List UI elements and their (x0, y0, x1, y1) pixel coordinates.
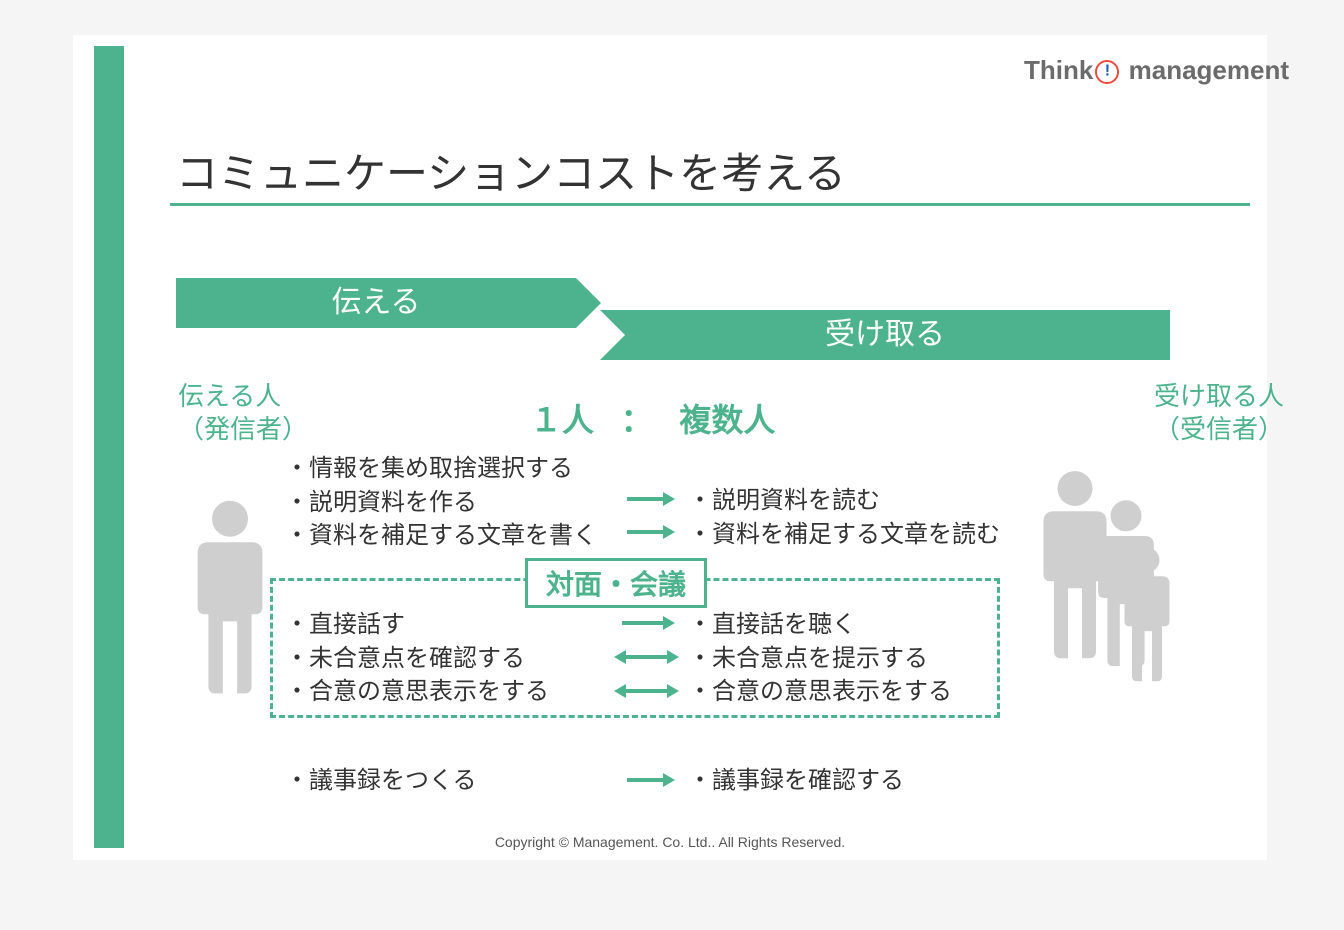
slide-area: Copyright © Management. Co. Ltd.. All Ri… (73, 35, 1267, 860)
copyright: Copyright © Management. Co. Ltd.. All Ri… (495, 834, 845, 850)
